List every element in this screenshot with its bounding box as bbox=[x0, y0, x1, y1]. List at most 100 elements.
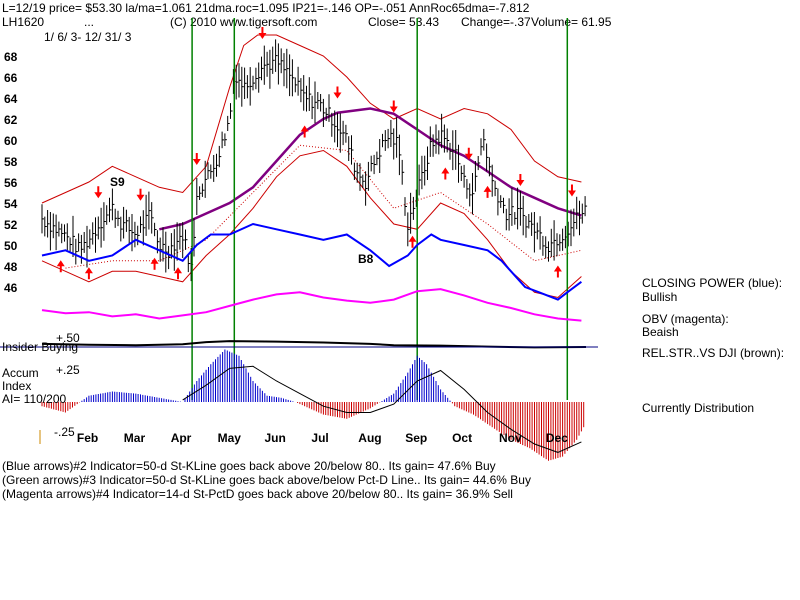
price-bar bbox=[244, 67, 247, 99]
price-bar bbox=[553, 220, 557, 261]
price-bar bbox=[210, 164, 213, 179]
price-bar bbox=[396, 117, 399, 158]
price-bar bbox=[491, 164, 495, 197]
price-bar bbox=[545, 236, 548, 259]
volume-label: Volume= 61.95 bbox=[531, 15, 612, 29]
arrow-down-12 bbox=[516, 174, 525, 186]
price-bar bbox=[576, 196, 579, 230]
month-label-oct: Oct bbox=[452, 431, 472, 445]
price-bar bbox=[213, 155, 216, 182]
price-bar bbox=[100, 207, 104, 248]
price-bar bbox=[241, 66, 244, 107]
arrow-head bbox=[483, 185, 492, 192]
footer-line3: (Magenta arrows)#4 Indicator=14-d St-Pct… bbox=[2, 487, 513, 501]
price-bar bbox=[137, 225, 140, 246]
arrow-head bbox=[464, 153, 473, 160]
price-bar bbox=[41, 204, 44, 234]
price-bar bbox=[398, 134, 402, 176]
y-tick-62: 62 bbox=[4, 113, 18, 127]
price-bar bbox=[525, 216, 528, 238]
close-label: Close= 53.43 bbox=[368, 15, 439, 29]
price-bar bbox=[455, 130, 458, 170]
price-bar bbox=[69, 237, 73, 252]
arrow-up-11 bbox=[483, 185, 492, 198]
price-bar bbox=[365, 171, 368, 206]
price-bar bbox=[230, 103, 233, 119]
price-bar bbox=[263, 45, 267, 85]
price-bar bbox=[460, 165, 464, 181]
price-bar bbox=[300, 78, 303, 103]
arrow-head bbox=[136, 194, 145, 201]
price-bar bbox=[159, 237, 163, 262]
month-label-nov: Nov bbox=[499, 431, 522, 445]
arrow-up-16 bbox=[84, 267, 93, 280]
price-bar bbox=[235, 64, 239, 100]
price-bar bbox=[199, 186, 202, 200]
price-bar bbox=[339, 113, 343, 153]
price-bar bbox=[356, 162, 360, 183]
distribution-status: Currently Distribution bbox=[642, 401, 754, 415]
price-bar bbox=[261, 56, 264, 81]
price-bar bbox=[80, 234, 84, 264]
price-bar bbox=[517, 187, 520, 230]
arrow-up-9 bbox=[441, 167, 450, 180]
arrow-head bbox=[389, 106, 398, 113]
arrow-head bbox=[150, 257, 159, 264]
obv-title: OBV (magenta): bbox=[642, 312, 729, 326]
price-bar bbox=[47, 210, 50, 238]
signal-label-s9: S9 bbox=[110, 175, 125, 189]
signal-lines bbox=[191, 18, 569, 400]
price-bar bbox=[306, 85, 309, 112]
y-axis-ticks: 46 48 50 52 54 56 58 60 62 64 66 68 bbox=[4, 50, 18, 295]
price-bar bbox=[570, 209, 573, 247]
price-bar bbox=[173, 229, 177, 271]
price-bar bbox=[407, 212, 410, 247]
price-bar bbox=[131, 214, 134, 252]
price-bar bbox=[497, 188, 500, 216]
price-bar bbox=[117, 210, 120, 227]
price-bar bbox=[550, 228, 554, 258]
price-bar bbox=[49, 212, 53, 251]
y-tick-46: 46 bbox=[4, 281, 18, 295]
price-bar bbox=[286, 48, 289, 89]
accumulation-panel bbox=[41, 349, 585, 461]
signal-arrows bbox=[56, 27, 576, 280]
price-bar bbox=[533, 212, 537, 253]
y-tick-58: 58 bbox=[4, 155, 18, 169]
indicator-lines bbox=[41, 222, 587, 349]
arrow-down-0 bbox=[94, 186, 103, 199]
price-bar bbox=[559, 234, 562, 252]
price-bar bbox=[162, 227, 165, 262]
price-bar bbox=[269, 49, 272, 89]
y-tick-48: 48 bbox=[4, 260, 18, 274]
y-tick-52: 52 bbox=[4, 218, 18, 232]
price-bar bbox=[72, 215, 75, 257]
price-bar bbox=[494, 180, 498, 197]
price-bar bbox=[78, 233, 81, 252]
price-bar bbox=[283, 53, 286, 87]
price-bar bbox=[449, 142, 452, 160]
relstr-title: REL.STR..VS DJI (brown): bbox=[642, 346, 784, 360]
price-bar bbox=[503, 197, 506, 214]
copyright-label: (C) 2010 www.tigersoft.com bbox=[170, 15, 317, 29]
price-bar bbox=[145, 194, 149, 236]
price-bar bbox=[314, 81, 317, 124]
accum-label-1: Accum bbox=[2, 366, 39, 380]
price-bar bbox=[390, 119, 393, 147]
price-bar bbox=[373, 154, 377, 175]
price-bar bbox=[238, 63, 241, 98]
accum-signal-line bbox=[182, 365, 582, 453]
price-bar bbox=[351, 135, 354, 165]
price-bar bbox=[480, 138, 483, 156]
arrow-head bbox=[333, 92, 342, 99]
price-bar bbox=[581, 203, 585, 224]
arrow-head bbox=[94, 192, 103, 199]
price-bar bbox=[359, 163, 362, 191]
price-bar bbox=[379, 139, 382, 173]
arrow-down-10 bbox=[464, 147, 473, 160]
price-bar bbox=[204, 160, 208, 198]
price-bar bbox=[345, 124, 348, 143]
price-bar bbox=[114, 208, 118, 228]
price-bar bbox=[44, 216, 47, 237]
